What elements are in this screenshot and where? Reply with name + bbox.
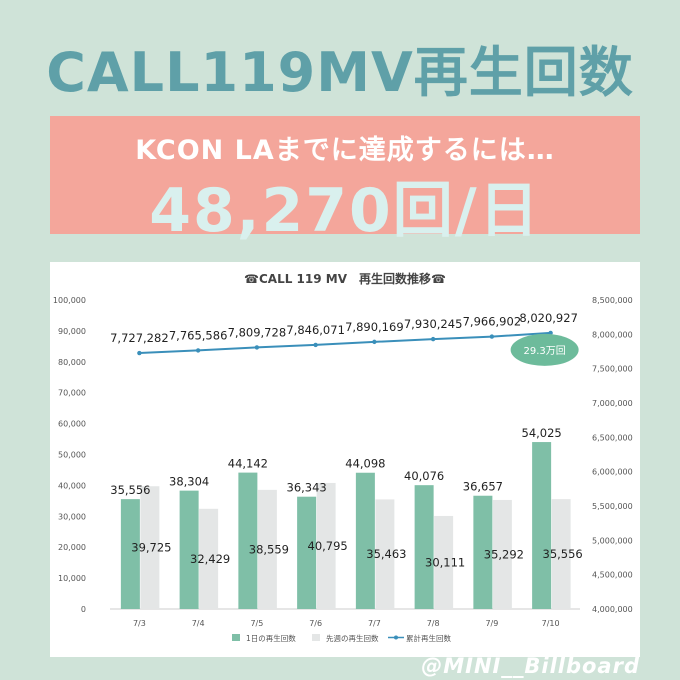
bar-daily-label: 54,025 <box>522 426 562 440</box>
line-point <box>195 348 201 353</box>
bar-lastweek-label: 39,725 <box>131 541 171 555</box>
x-tick-label: 7/8 <box>427 619 440 628</box>
banner-daily-target: 48,270回/日 <box>149 176 541 246</box>
bar-lastweek <box>140 486 160 609</box>
chart-title: ☎CALL 119 MV 再生回数推移☎ <box>244 271 446 286</box>
y2-tick-label: 7,500,000 <box>592 365 633 374</box>
bar-lastweek-label: 35,292 <box>484 547 524 561</box>
bar-daily-label: 40,076 <box>404 469 444 483</box>
y2-tick-label: 4,000,000 <box>592 605 633 614</box>
legend-label: 先週の再生回数 <box>326 633 379 643</box>
x-tick-label: 7/3 <box>133 619 146 628</box>
credit-handle: @MINI__Billboard <box>421 654 640 678</box>
y-tick-label: 40,000 <box>58 481 86 490</box>
banner-subtitle: KCON LAまでに達成するには… <box>135 135 555 166</box>
views-chart: ☎CALL 119 MV 再生回数推移☎ 0 10,000 20,000 30,000 4… <box>53 271 633 643</box>
y2-tick-label: 5,500,000 <box>592 502 633 511</box>
line-point-label: 7,846,071 <box>286 323 345 337</box>
line-point <box>137 350 142 356</box>
bar-daily <box>179 490 199 609</box>
bar-daily <box>120 499 140 609</box>
bar-lastweek-label: 32,429 <box>190 552 230 566</box>
line-point-label: 7,966,902 <box>463 315 522 329</box>
y2-tick-label: 6,500,000 <box>592 433 633 442</box>
bar-lastweek-label: 40,795 <box>308 539 348 553</box>
line-point-label: 7,809,728 <box>228 325 287 339</box>
x-tick-label: 7/6 <box>309 619 322 628</box>
line-point <box>430 336 436 342</box>
y2-tick-label: 5,000,000 <box>592 536 633 545</box>
bar-lastweek-label: 30,111 <box>425 555 465 569</box>
bar-daily <box>473 495 493 609</box>
y-tick-label: 90,000 <box>58 327 86 336</box>
line-point-label: 7,890,169 <box>345 320 404 334</box>
legend-swatch <box>232 634 240 641</box>
line-point-label: 7,930,245 <box>404 317 463 331</box>
bar-daily <box>355 472 375 609</box>
y-tick-label: 80,000 <box>58 358 86 367</box>
y-tick-label: 10,000 <box>58 574 86 583</box>
x-tick-label: 7/10 <box>542 619 560 628</box>
bar-daily-label: 44,098 <box>345 457 385 471</box>
line-point-label: 7,727,282 <box>110 331 169 345</box>
line-point <box>548 330 553 336</box>
bar-lastweek-label: 35,463 <box>366 547 406 561</box>
bar-lastweek <box>199 508 219 609</box>
y-tick-label: 100,000 <box>53 296 86 305</box>
y2-tick-label: 4,500,000 <box>592 571 633 580</box>
bar-daily-label: 35,556 <box>110 483 150 497</box>
bar-daily-label: 44,142 <box>228 457 268 471</box>
line-point <box>372 339 377 345</box>
x-tick-label: 7/9 <box>485 619 498 628</box>
bar-lastweek-label: 38,559 <box>249 542 289 556</box>
bar-lastweek <box>434 515 454 609</box>
goal-banner: KCON LAまでに達成するには… 48,270回/日 <box>50 116 640 246</box>
legend-swatch-point <box>394 635 398 640</box>
callout-bubble <box>510 333 579 366</box>
y2-tick-label: 7,000,000 <box>592 399 633 408</box>
line-point-label: 8,020,927 <box>519 311 578 325</box>
bar-lastweek <box>551 499 571 609</box>
y-tick-label: 50,000 <box>58 451 86 460</box>
y-tick-label: 30,000 <box>58 512 86 521</box>
legend-label: 累計再生回数 <box>406 633 451 643</box>
y-tick-label: 70,000 <box>58 389 86 398</box>
bar-daily <box>297 496 317 609</box>
line-point <box>313 342 318 348</box>
line-point-label: 7,765,586 <box>169 328 228 342</box>
bar-daily <box>238 472 258 609</box>
y-tick-label: 60,000 <box>58 420 86 429</box>
headline-title: CALL119MV再生回数 <box>46 41 634 104</box>
bar-daily-label: 36,343 <box>287 481 327 495</box>
chart-card: ☎CALL 119 MV 再生回数推移☎ 0 10,000 20,000 30,000 4… <box>50 262 640 657</box>
y2-tick-label: 8,500,000 <box>592 296 633 305</box>
x-tick-label: 7/4 <box>192 619 205 628</box>
bar-lastweek-label: 35,556 <box>543 547 583 561</box>
bar-lastweek <box>375 499 395 609</box>
y-tick-label: 0 <box>81 605 86 614</box>
legend-swatch <box>312 634 320 641</box>
bar-daily <box>414 485 434 609</box>
bar-daily-label: 36,657 <box>463 480 503 494</box>
x-tick-label: 7/5 <box>250 619 263 628</box>
y-tick-label: 20,000 <box>58 543 86 552</box>
bar-lastweek <box>257 489 277 609</box>
line-cumulative <box>139 331 551 355</box>
legend-label: 1日の再生回数 <box>246 633 296 643</box>
line-point <box>254 345 260 350</box>
y2-tick-label: 6,000,000 <box>592 468 633 477</box>
line-point <box>489 334 495 339</box>
bar-daily-label: 38,304 <box>169 475 209 489</box>
bar-lastweek <box>492 499 512 609</box>
bar-lastweek <box>316 482 336 609</box>
y2-tick-label: 8,000,000 <box>592 330 633 339</box>
x-tick-label: 7/7 <box>368 619 381 628</box>
bar-daily <box>532 442 552 609</box>
callout-text: 29.3万回 <box>523 345 565 357</box>
